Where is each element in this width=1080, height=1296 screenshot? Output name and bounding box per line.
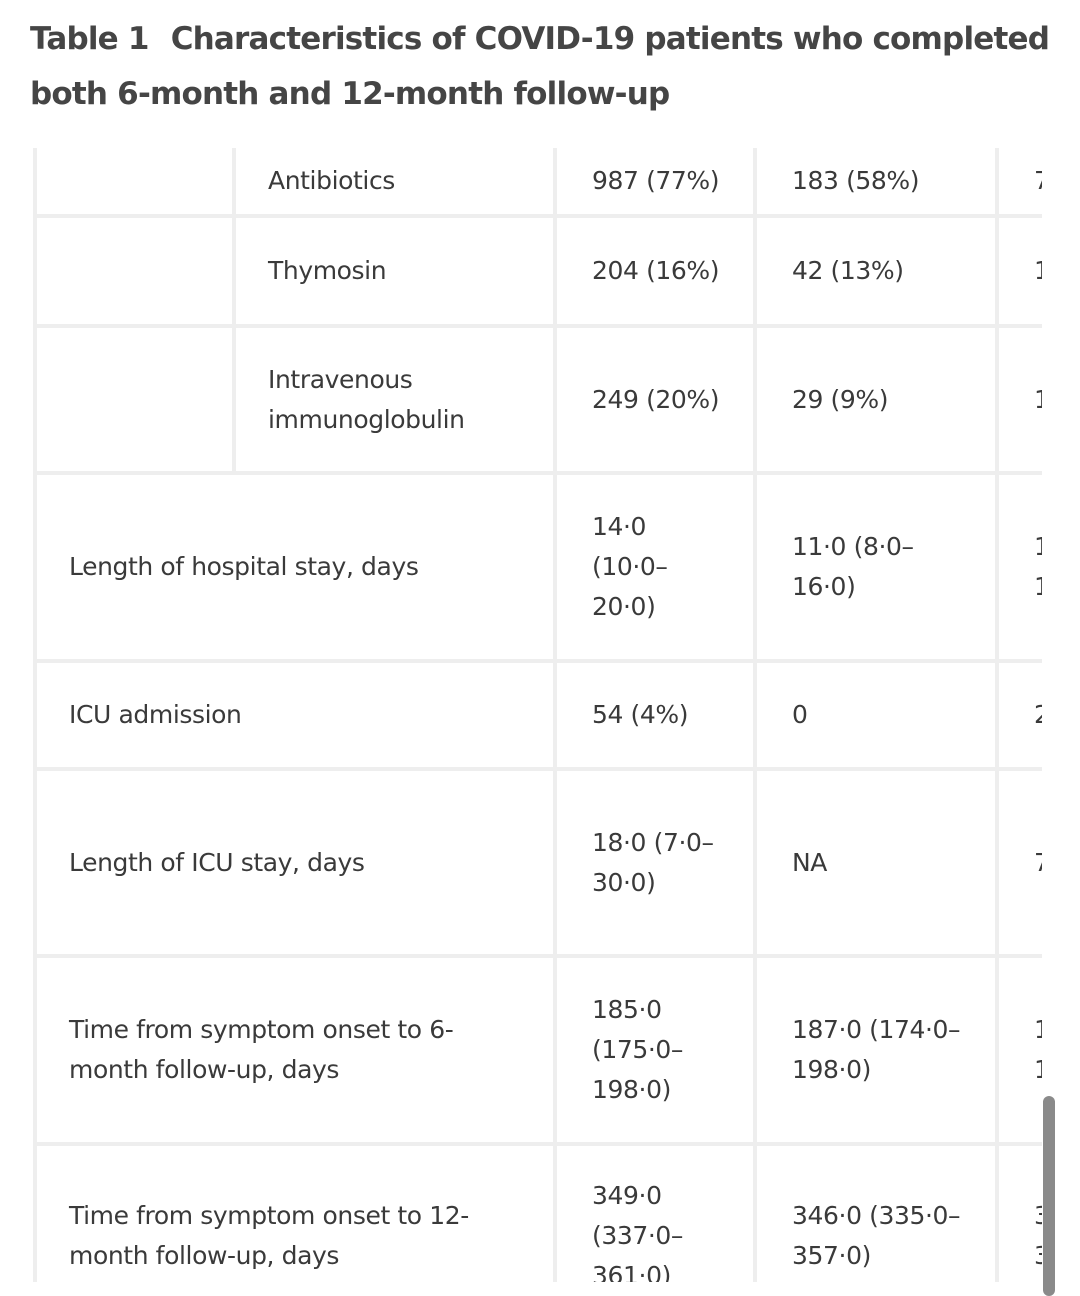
value-cell: 7 <box>995 148 1042 218</box>
value-cell: 349·0 (337·0– 361·0) <box>553 1146 753 1282</box>
cell-line: Length of ICU stay, days <box>69 847 365 877</box>
cell-line: Time from symptom onset to 6- <box>69 1015 454 1044</box>
cell-line: 349·0 <box>592 1181 662 1210</box>
cell-line: 18·0 (7·0– <box>592 827 714 857</box>
table-label: Table 1 <box>30 21 149 57</box>
cell-line: ICU admission <box>69 700 242 729</box>
cell-line: 42 (13%) <box>792 256 904 285</box>
value-cell: 14·0 (10·0– 20·0) <box>553 475 753 663</box>
cell-line: 0 <box>792 700 808 729</box>
row-label: Time from symptom onset to 6- month follo… <box>33 958 553 1146</box>
cell-line: 1 <box>1034 532 1042 561</box>
cell-line: 3 <box>1034 1201 1042 1230</box>
cell-line: Time from symptom onset to 12- <box>69 1201 469 1230</box>
row-label: Thymosin <box>232 218 553 328</box>
cell-line: 346·0 (335·0– <box>792 1201 961 1230</box>
cell-line: (10·0– <box>592 552 668 581</box>
scrollbar[interactable] <box>1043 1096 1055 1296</box>
cell-line: 187·0 (174·0– <box>792 1015 961 1044</box>
cell-line: 16·0) <box>792 572 856 601</box>
value-cell: 11·0 (8·0– 16·0) <box>753 475 995 663</box>
value-cell: 2 <box>995 663 1042 771</box>
value-cell: 204 (16%) <box>553 218 753 328</box>
cell-line: 185·0 <box>592 995 662 1024</box>
cell-line: immunoglobulin <box>268 404 465 434</box>
cell-line: 1 <box>1034 384 1042 414</box>
row-label: ICU admission <box>33 663 553 771</box>
value-cell: 18·0 (7·0– 30·0) <box>553 771 753 958</box>
cell-line: 198·0) <box>592 1075 671 1104</box>
cell-line: 361·0) <box>592 1261 671 1282</box>
value-cell: 183 (58%) <box>753 148 995 218</box>
cell-line: 204 (16%) <box>592 256 720 285</box>
cell-line: 249 (20%) <box>592 384 720 414</box>
row-label: Intravenous immunoglobulin <box>232 328 553 475</box>
cell-line: 1 <box>1034 256 1042 285</box>
empty-cell <box>33 148 232 218</box>
cell-line: Thymosin <box>268 256 387 285</box>
cell-line: 3 <box>1034 1241 1042 1270</box>
value-cell: NA <box>753 771 995 958</box>
cell-line: 987 (77%) <box>592 166 720 195</box>
cell-line: NA <box>792 847 828 877</box>
empty-cell <box>33 218 232 328</box>
cell-line: (337·0– <box>592 1221 684 1250</box>
cell-line: 7 <box>1034 847 1042 877</box>
row-label: Length of hospital stay, days <box>33 475 553 663</box>
cell-line: Length of hospital stay, days <box>69 552 419 581</box>
cell-line: 54 (4%) <box>592 700 689 729</box>
cell-line: 357·0) <box>792 1241 871 1270</box>
cell-line: 14·0 <box>592 512 647 541</box>
cell-line: 29 (9%) <box>792 384 889 414</box>
row-label: Time from symptom onset to 12- month foll… <box>33 1146 553 1282</box>
cell-line: 30·0) <box>592 867 656 897</box>
table-caption: Table 1 Characteristics of COVID-19 patie… <box>30 12 1060 122</box>
cell-line: 1 <box>1034 572 1042 601</box>
value-cell: 0 <box>753 663 995 771</box>
value-cell: 42 (13%) <box>753 218 995 328</box>
value-cell: 187·0 (174·0– 198·0) <box>753 958 995 1146</box>
table: Antibiotics 987 (77%) 183 (58%) 7 Thymosin 20… <box>33 148 1042 1282</box>
cell-line: Intravenous <box>268 364 413 394</box>
cell-line: Antibiotics <box>268 166 395 195</box>
cell-line: (175·0– <box>592 1035 684 1064</box>
cell-line: 20·0) <box>592 592 656 621</box>
cell-line: month follow-up, days <box>69 1055 340 1084</box>
value-cell: 29 (9%) <box>753 328 995 475</box>
cell-line: 2 <box>1034 700 1042 729</box>
value-cell: 7 <box>995 771 1042 958</box>
cell-line: 1 <box>1034 1015 1042 1044</box>
table-title: Characteristics of COVID-19 patients who… <box>30 21 1050 112</box>
value-cell: 346·0 (335·0– 357·0) <box>753 1146 995 1282</box>
cell-line: 7 <box>1034 166 1042 195</box>
cell-line: 198·0) <box>792 1055 871 1084</box>
row-label: Length of ICU stay, days <box>33 771 553 958</box>
value-cell: 987 (77%) <box>553 148 753 218</box>
value-cell: 54 (4%) <box>553 663 753 771</box>
value-cell: 185·0 (175·0– 198·0) <box>553 958 753 1146</box>
cell-line: 183 (58%) <box>792 166 920 195</box>
cell-line: 1 <box>1034 1055 1042 1084</box>
cell-line: month follow-up, days <box>69 1241 340 1270</box>
row-label: Antibiotics <box>232 148 553 218</box>
value-cell: 1 <box>995 218 1042 328</box>
value-cell: 1 <box>995 328 1042 475</box>
empty-cell <box>33 328 232 475</box>
value-cell: 249 (20%) <box>553 328 753 475</box>
cell-line: 11·0 (8·0– <box>792 532 914 561</box>
